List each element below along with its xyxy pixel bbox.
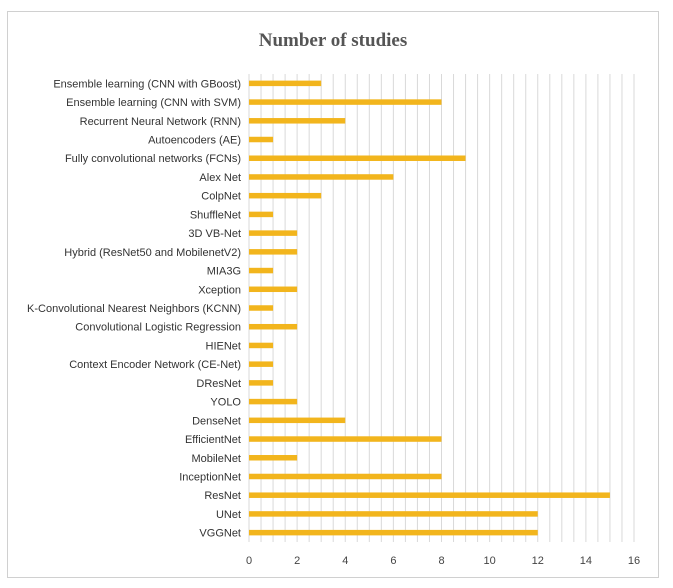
x-tick-label: 14 (580, 555, 592, 567)
category-label: VGGNet (199, 528, 241, 540)
bars (249, 80, 610, 536)
x-tick-label: 2 (294, 555, 300, 567)
bar (249, 286, 298, 293)
bar (249, 342, 274, 349)
chart-title: Number of studies (258, 30, 408, 51)
bar (249, 380, 274, 386)
bar (249, 136, 274, 143)
category-label: YOLO (210, 397, 241, 409)
bar (249, 211, 274, 218)
bar (249, 492, 610, 498)
category-label: Hybrid (ResNet50 and MobilenetV2) (64, 247, 241, 259)
category-label: EfficientNet (185, 434, 241, 446)
x-tick-label: 4 (342, 555, 348, 567)
x-tick-label: 10 (484, 555, 496, 567)
bar (249, 267, 274, 274)
bar (249, 249, 298, 255)
bar (249, 192, 322, 199)
category-label: Fully convolutional networks (FCNs) (65, 153, 241, 165)
category-label: UNet (216, 509, 241, 521)
category-label: K-Convolutional Nearest Neighbors (KCNN) (27, 303, 241, 315)
bar (249, 398, 298, 405)
bar (249, 511, 538, 517)
category-label: DResNet (196, 378, 241, 390)
bar (249, 305, 274, 311)
grid-lines (248, 74, 635, 542)
bar (249, 80, 322, 87)
bar (249, 118, 346, 124)
category-label: Xception (198, 284, 241, 296)
category-label: Recurrent Neural Network (RNN) (80, 116, 241, 128)
bar (249, 99, 442, 105)
x-tick-label: 16 (628, 555, 640, 567)
bar (249, 174, 394, 180)
category-label: Convolutional Logistic Regression (75, 322, 241, 334)
bar-chart: Ensemble learning (CNN with GBoost) Ensem… (27, 74, 640, 567)
chart-frame: Number of studies Ensemble learning (CNN… (7, 11, 659, 578)
bar (249, 473, 442, 480)
category-label: MobileNet (191, 453, 241, 465)
category-label: ShuffleNet (190, 209, 241, 221)
category-label: ColpNet (201, 191, 241, 203)
category-label: Ensemble learning (CNN with GBoost) (53, 78, 241, 90)
category-label: DenseNet (192, 415, 241, 427)
bar (249, 436, 442, 442)
bar (249, 417, 346, 424)
category-label: Context Encoder Network (CE-Net) (69, 359, 241, 371)
bar (249, 230, 298, 236)
bar (249, 455, 298, 461)
category-label: Ensemble learning (CNN with SVM) (66, 97, 241, 109)
category-label: 3D VB-Net (188, 228, 241, 240)
category-label: HIENet (206, 340, 241, 352)
category-label: Autoencoders (AE) (148, 135, 241, 147)
x-tick-label: 12 (532, 555, 544, 567)
category-label: InceptionNet (179, 471, 241, 483)
bar (249, 361, 274, 367)
bar (249, 323, 298, 330)
x-tick-label: 0 (246, 555, 252, 567)
x-tick-label: 6 (390, 555, 396, 567)
category-label: Alex Net (199, 172, 241, 184)
bar (249, 155, 466, 161)
category-label: ResNet (204, 490, 241, 502)
x-tick-label: 8 (438, 555, 444, 567)
bar (249, 529, 538, 536)
x-axis-ticks: 0 2 4 6 8 10 12 14 16 (246, 555, 640, 567)
category-labels: Ensemble learning (CNN with GBoost) Ensem… (27, 78, 241, 539)
category-label: MIA3G (207, 266, 241, 278)
